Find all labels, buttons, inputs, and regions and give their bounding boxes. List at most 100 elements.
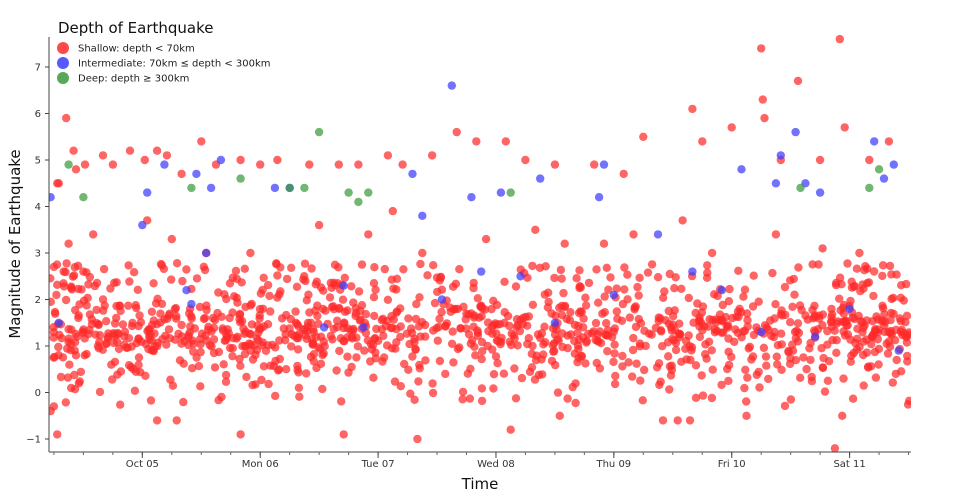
- intermediate-quake-point: [216, 155, 226, 165]
- shallow-quake-point: [80, 334, 89, 343]
- shallow-quake-point: [275, 354, 284, 364]
- shallow-quake-point: [531, 225, 540, 234]
- shallow-quake-point: [610, 349, 619, 358]
- shallow-quake-point: [473, 328, 483, 337]
- shallow-quake-point: [104, 329, 113, 338]
- shallow-quake-point: [506, 425, 515, 434]
- shallow-quake-point: [859, 284, 868, 293]
- shallow-quake-point: [449, 305, 459, 314]
- shallow-quake-point: [874, 325, 883, 334]
- shallow-quake-point: [54, 179, 63, 188]
- shallow-quake-point: [823, 376, 833, 385]
- shallow-quake-point: [184, 340, 193, 350]
- shallow-quake-point: [636, 376, 645, 385]
- shallow-quake-point: [217, 312, 226, 321]
- intermediate-quake-point: [359, 323, 368, 332]
- shallow-quake-point: [256, 289, 266, 298]
- shallow-quake-point: [517, 373, 527, 383]
- shallow-quake-point: [179, 397, 188, 407]
- shallow-quake-point: [610, 340, 619, 349]
- shallow-quake-point: [655, 380, 664, 390]
- shallow-quake-point: [554, 336, 563, 345]
- shallow-quake-point: [890, 336, 900, 345]
- shallow-quake-point: [859, 381, 868, 390]
- shallow-quake-point: [335, 346, 344, 356]
- shallow-quake-point: [701, 350, 710, 359]
- shallow-quake-point: [886, 308, 896, 318]
- intermediate-quake-point: [776, 151, 785, 160]
- shallow-quake-point: [360, 346, 369, 355]
- shallow-quake-point: [743, 373, 752, 382]
- intermediate-quake-point: [202, 248, 211, 258]
- shallow-quake-point: [780, 401, 790, 411]
- intermediate-quake-point: [653, 230, 663, 239]
- shallow-quake-point: [888, 378, 897, 387]
- shallow-quake-point: [840, 123, 849, 132]
- intermediate-quake-point: [811, 332, 820, 341]
- shallow-quake-point: [130, 386, 140, 395]
- shallow-quake-point: [794, 263, 803, 272]
- shallow-quake-point: [818, 363, 828, 373]
- shallow-quake-point: [205, 341, 215, 350]
- y-tick-label: 2: [35, 295, 41, 306]
- shallow-quake-point: [477, 384, 487, 393]
- shallow-quake-point: [796, 373, 805, 382]
- shallow-quake-point: [793, 337, 803, 346]
- shallow-quake-point: [367, 345, 376, 354]
- shallow-quake-point: [414, 377, 423, 386]
- shallow-quake-point: [832, 336, 841, 345]
- shallow-quake-point: [166, 375, 175, 384]
- shallow-quake-point: [852, 264, 862, 273]
- shallow-quake-point: [601, 331, 610, 340]
- shallow-quake-point: [540, 290, 549, 299]
- shallow-quake-point: [703, 268, 712, 277]
- shallow-quake-point: [49, 402, 59, 411]
- shallow-quake-point: [884, 137, 894, 146]
- shallow-quake-point: [470, 311, 479, 320]
- shallow-quake-point: [629, 230, 638, 239]
- shallow-quake-point: [61, 295, 71, 305]
- shallow-quake-point: [598, 309, 607, 318]
- shallow-quake-point: [458, 395, 467, 404]
- shallow-quake-point: [66, 339, 76, 349]
- shallow-quake-point: [544, 297, 553, 307]
- shallow-quake-point: [251, 350, 260, 360]
- x-tick-label: Fri 10: [718, 459, 746, 470]
- shallow-quake-point: [611, 371, 620, 381]
- shallow-quake-point: [764, 374, 773, 384]
- shallow-quake-point: [71, 165, 81, 174]
- shallow-quake-point: [108, 375, 117, 384]
- shallow-quake-point: [435, 276, 444, 285]
- shallow-quake-point: [301, 325, 310, 335]
- shallow-quake-point: [724, 297, 734, 306]
- shallow-quake-point: [550, 273, 559, 283]
- intermediate-quake-point: [599, 160, 609, 169]
- shallow-quake-point: [435, 356, 445, 366]
- shallow-quake-point: [878, 261, 888, 270]
- shallow-quake-point: [140, 155, 149, 165]
- shallow-quake-point: [202, 305, 211, 315]
- intermediate-quake-point: [594, 193, 604, 202]
- intermediate-quake-point: [550, 318, 560, 327]
- shallow-quake-point: [708, 365, 717, 374]
- shallow-quake-point: [222, 330, 231, 340]
- shallow-quake-point: [124, 301, 133, 310]
- deep-quake-point: [364, 188, 373, 197]
- shallow-quake-point: [383, 295, 393, 304]
- x-tick-label: Sat 11: [833, 459, 865, 470]
- shallow-quake-point: [625, 313, 634, 322]
- shallow-quake-point: [725, 284, 734, 294]
- shallow-quake-point: [192, 274, 202, 283]
- shallow-quake-point: [547, 309, 556, 318]
- shallow-quake-point: [369, 279, 379, 288]
- shallow-quake-point: [731, 325, 740, 334]
- shallow-quake-point: [685, 416, 695, 425]
- intermediate-quake-point: [408, 169, 417, 179]
- shallow-quake-point: [493, 336, 503, 346]
- legend-title: Depth of Earthquake: [58, 19, 214, 37]
- shallow-quake-point: [49, 262, 59, 272]
- shallow-quake-point: [693, 299, 702, 308]
- shallow-quake-point: [307, 264, 316, 273]
- shallow-quake-point: [276, 287, 285, 296]
